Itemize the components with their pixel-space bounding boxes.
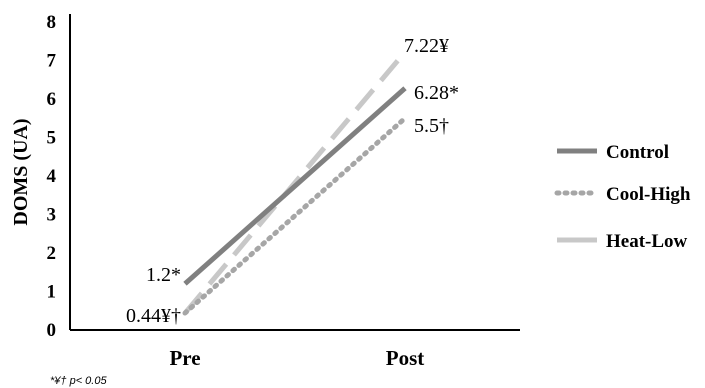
x-tick-label: Post xyxy=(386,346,425,370)
y-tick-labels: 0 1 2 3 4 5 6 7 8 xyxy=(47,12,57,341)
y-tick-label: 0 xyxy=(47,320,57,341)
y-tick-label: 2 xyxy=(47,243,57,264)
data-label: 5.5† xyxy=(414,115,449,137)
legend-label: Control xyxy=(606,142,669,163)
y-tick-label: 3 xyxy=(47,205,57,226)
y-axis-label: DOMS (UA) xyxy=(10,118,32,225)
data-label: 7.22¥ xyxy=(404,35,449,57)
y-tick-label: 6 xyxy=(47,89,57,110)
series-line-cool-high xyxy=(182,115,408,316)
data-labels: 1.2* 6.28* 5.5† 0.44¥† 7.22¥ xyxy=(126,35,459,327)
legend-label: Cool-High xyxy=(606,184,691,205)
x-tick-label: Pre xyxy=(169,346,200,370)
series-line-control xyxy=(183,86,407,286)
legend: Control Cool-High Heat-Low xyxy=(554,142,691,252)
series-line-heat-low xyxy=(183,50,407,315)
data-label: 1.2* xyxy=(146,264,181,286)
y-tick-label: 7 xyxy=(47,51,57,72)
data-label: 0.44¥† xyxy=(126,305,181,327)
y-tick-label: 5 xyxy=(47,128,57,149)
y-tick-label: 4 xyxy=(47,166,57,187)
data-label: 6.28* xyxy=(414,82,459,104)
axes xyxy=(69,14,520,331)
y-tick-label: 8 xyxy=(47,12,57,33)
footnote: *¥† p< 0.05 xyxy=(50,375,107,387)
x-tick-labels: Pre Post xyxy=(169,346,424,370)
legend-label: Heat-Low xyxy=(606,231,688,252)
y-tick-label: 1 xyxy=(47,282,57,303)
series-lines xyxy=(182,50,408,316)
